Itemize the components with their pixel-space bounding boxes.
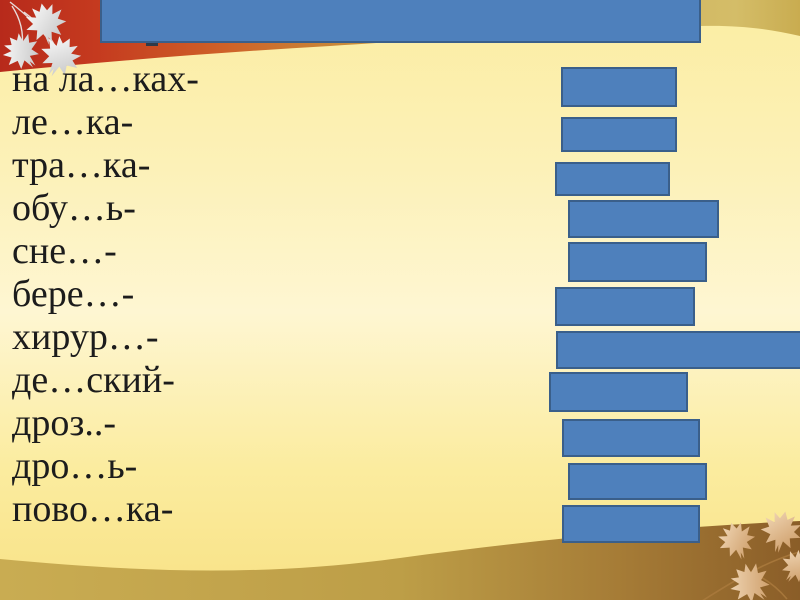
answer-cover-rect-5[interactable]: [568, 242, 707, 282]
word-item: ле…ка-: [12, 101, 134, 143]
word-item: на ла…ках-: [12, 58, 199, 100]
answer-cover-rect-10[interactable]: [568, 463, 707, 500]
answer-cover-rect-1[interactable]: [561, 67, 677, 107]
answer-cover-rect-2[interactable]: [561, 117, 677, 152]
word-list: на ла…ках- ле…ка- тра…ка- обу…ь- сне…- б…: [12, 58, 199, 531]
hidden-title-letter-fragment: [146, 43, 158, 46]
word-item: бере…-: [12, 273, 135, 315]
answer-cover-rect-7[interactable]: [556, 331, 800, 369]
answer-cover-rect-11[interactable]: [562, 505, 700, 543]
word-item: дроз..-: [12, 402, 116, 444]
word-item: сне…-: [12, 230, 117, 272]
answer-cover-rect-4[interactable]: [568, 200, 719, 238]
maple-leaves-icon: [702, 507, 800, 600]
word-item: хирур…-: [12, 316, 159, 358]
word-item: де…ский-: [12, 359, 175, 401]
answer-cover-rect-9[interactable]: [562, 419, 700, 457]
word-item: пово…ка-: [12, 488, 174, 530]
answer-cover-rect-6[interactable]: [555, 287, 695, 326]
maple-leaves-icon: [0, 0, 88, 80]
word-item: тра…ка-: [12, 144, 151, 186]
title-cover-rect[interactable]: [100, 0, 701, 43]
answer-cover-rect-8[interactable]: [549, 372, 688, 412]
word-item: обу…ь-: [12, 187, 136, 229]
word-item: дро…ь-: [12, 445, 138, 487]
answer-cover-rect-3[interactable]: [555, 162, 670, 196]
